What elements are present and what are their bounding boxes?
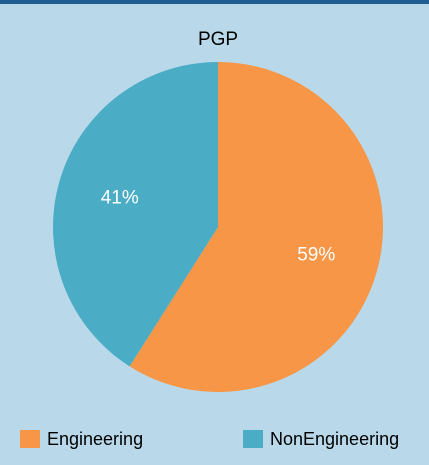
top-border	[0, 0, 429, 4]
data-label: 59%	[297, 245, 335, 266]
legend-swatch	[20, 430, 40, 448]
legend-swatch	[243, 430, 263, 448]
pie-slice	[129, 62, 384, 392]
data-label: 41%	[101, 187, 139, 208]
chart-title: PGP	[198, 29, 238, 50]
pie-slice	[53, 62, 218, 367]
legend-label: NonEngineering	[270, 429, 399, 449]
legend-label: Engineering	[47, 429, 143, 449]
